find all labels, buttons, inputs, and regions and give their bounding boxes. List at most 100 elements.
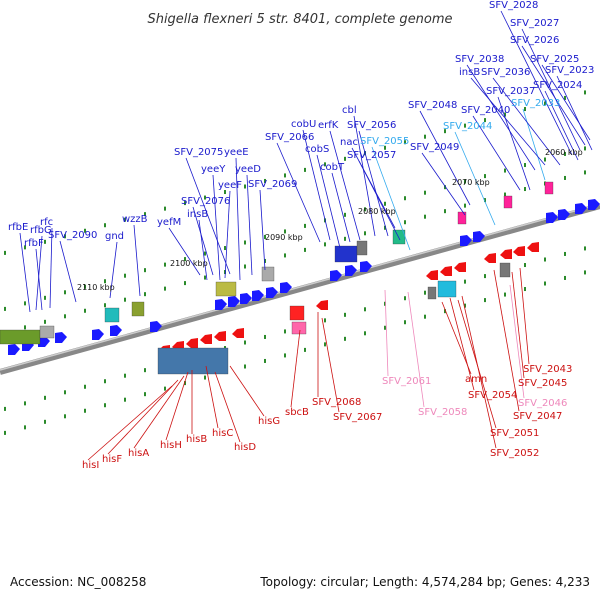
label-leader-line	[511, 271, 525, 379]
kbp-layer: 2060 kbp 2070 kbp 2080 kbp 2090 kbp 2100 kbp…	[77, 148, 583, 292]
reverse-gene-arrow	[316, 300, 328, 310]
label-leader-line	[407, 291, 425, 408]
track-tick	[184, 281, 186, 286]
gene-label: SFV_2048	[408, 100, 457, 111]
track-tick	[124, 273, 126, 278]
track-tick	[184, 201, 186, 206]
gene-block	[427, 286, 437, 300]
track-tick	[424, 134, 426, 139]
track-tick	[124, 217, 126, 222]
track-tick	[404, 140, 406, 145]
reverse-gene-arrow	[454, 262, 466, 272]
gene-block	[215, 281, 237, 297]
track-tick	[504, 168, 506, 173]
gene-label: SFV_2067	[333, 412, 382, 423]
gene-label: SFV_2049	[410, 142, 459, 153]
gene-label: SFV_2051	[490, 428, 539, 439]
kbp-tick-label: 2090 kbp	[265, 233, 303, 242]
label-leader-line	[133, 224, 141, 297]
label-leader-line	[229, 365, 265, 417]
track-tick	[24, 325, 26, 330]
track-tick	[4, 406, 6, 411]
track-tick	[144, 212, 146, 217]
track-tick	[444, 129, 446, 134]
track-tick	[44, 239, 46, 244]
label-leader-line	[107, 379, 179, 455]
label-leader-line	[521, 45, 586, 146]
reverse-gene-arrow	[527, 242, 539, 252]
gene-label: SFV_2038	[455, 54, 504, 65]
gene-label: hisG	[258, 416, 280, 427]
track-tick	[304, 247, 306, 252]
track-tick	[384, 325, 386, 330]
gene-label: yefM	[157, 217, 181, 228]
label-leader-line	[276, 142, 321, 243]
label-leader-line	[353, 115, 376, 237]
backbone	[0, 203, 600, 375]
track-tick	[344, 336, 346, 341]
label-leader-line	[87, 385, 173, 461]
gene-label: SFV_2069	[248, 179, 297, 190]
gene-label: SFV_2043	[523, 364, 572, 375]
genome-title: Shigella flexneri 5 str. 8401, complete …	[147, 12, 452, 27]
forward-gene-arrow	[345, 265, 357, 276]
track-tick	[584, 90, 586, 95]
gene-block	[457, 211, 467, 225]
leader-layer	[19, 10, 593, 461]
gene-label: SFV_2023	[545, 65, 594, 76]
label-leader-line	[235, 157, 241, 281]
topology-text: Topology: circular; Length: 4,574,284 bp…	[259, 575, 590, 589]
label-leader-line	[329, 130, 361, 241]
reverse-gene-arrow	[186, 338, 198, 348]
track-tick	[464, 123, 466, 128]
label-leader-line	[59, 240, 77, 303]
kbp-tick-label: 2110 kbp	[77, 283, 115, 292]
track-tick	[464, 279, 466, 284]
label-leader-line	[192, 206, 214, 276]
track-tick	[424, 190, 426, 195]
gene-block	[131, 301, 145, 317]
track-tick	[384, 301, 386, 306]
track-tick	[264, 258, 266, 263]
label-leader-line	[316, 154, 341, 249]
forward-gene-arrow	[38, 336, 50, 347]
gene-label: yeeD	[235, 164, 261, 175]
label-leader-line	[19, 232, 31, 313]
gene-label: wzzB	[122, 214, 148, 225]
track-tick	[104, 379, 106, 384]
track-tick	[104, 403, 106, 408]
label-leader-line	[556, 75, 593, 151]
gene-block	[503, 195, 513, 209]
track-tick	[64, 290, 66, 295]
track-tick	[264, 234, 266, 239]
track-tick	[484, 298, 486, 303]
track-tick	[564, 275, 566, 280]
gene-label: rfbG	[30, 225, 52, 236]
track-tick	[184, 381, 186, 386]
track-tick	[584, 270, 586, 275]
track-tick	[324, 242, 326, 247]
genome-backbone-highlight	[0, 203, 600, 371]
gene-label: SFV_2026	[510, 35, 559, 46]
track-tick	[404, 220, 406, 225]
track-tick	[284, 353, 286, 358]
forward-gene-arrow	[473, 231, 485, 242]
track-tick	[264, 334, 266, 339]
track-tick	[564, 175, 566, 180]
track-tick	[384, 225, 386, 230]
gene-label: yeeE	[224, 147, 249, 158]
reverse-gene-arrow	[440, 266, 452, 276]
track-tick	[144, 368, 146, 373]
track-tick	[524, 163, 526, 168]
track-tick	[444, 185, 446, 190]
label-leader-line	[509, 284, 525, 399]
track-tick	[304, 223, 306, 228]
track-tick	[44, 295, 46, 300]
gene-label: gnd	[105, 231, 124, 242]
track-tick	[564, 251, 566, 256]
gene-label: hisD	[234, 442, 256, 453]
gene-layer	[0, 181, 600, 375]
gene-label: SFV_2066	[265, 132, 314, 143]
gene-label: SFV_2061	[382, 376, 431, 387]
